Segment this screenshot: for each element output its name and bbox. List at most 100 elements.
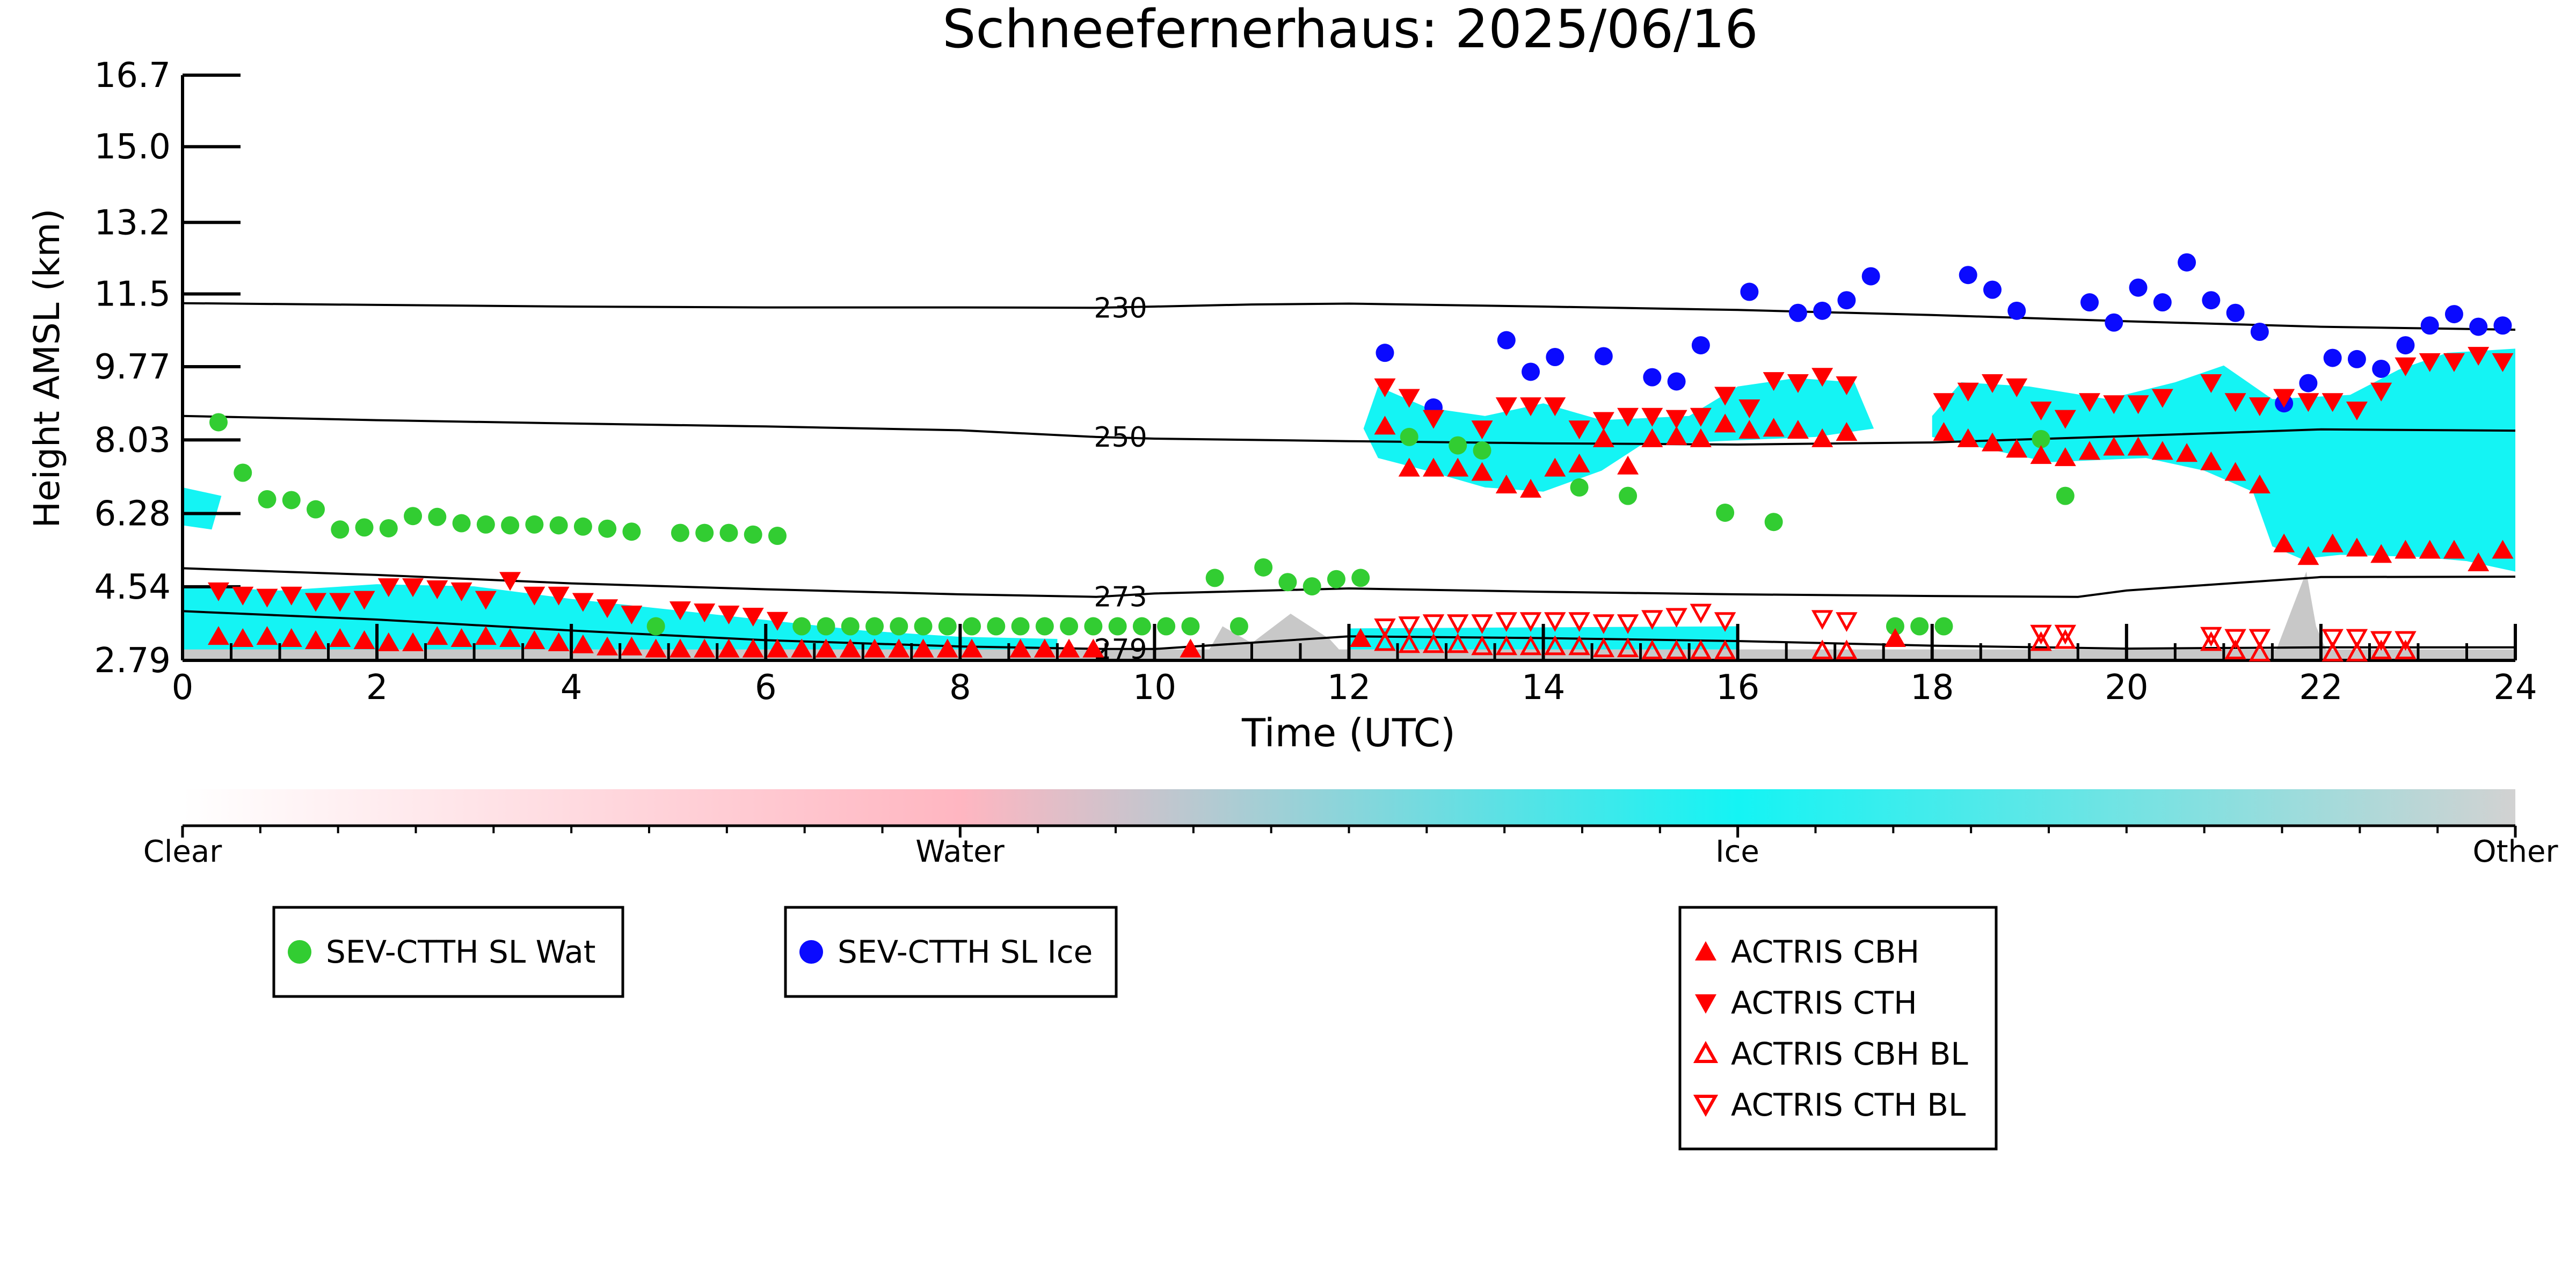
x-tick-label: 0 [172,668,194,708]
data-point [1278,573,1297,592]
legend-actris: ACTRIS CBH ACTRIS CTH ACTRIS CBH BL ACTR… [1678,906,1998,1151]
legend-ice-box [784,906,1118,998]
data-point [766,638,788,658]
colorbar-gradient [183,789,2515,826]
x-tick-label: 18 [1910,668,1954,708]
colorbar-label-ice: Ice [1715,834,1759,869]
data-point [1592,614,1615,634]
data-point [646,617,665,636]
data-point [355,518,374,537]
data-point [1519,612,1542,632]
data-point [1665,608,1687,628]
data-point [2224,462,2246,481]
y-tick-label: 8.03 [94,420,171,460]
data-point [2273,533,2295,552]
legend-water-label: SEV-CTTH SL Wat [326,934,596,970]
data-point [1592,637,1615,658]
data-point [2202,291,2221,310]
data-point [1959,266,1977,285]
data-point [1254,558,1273,577]
data-point [1447,633,1469,653]
cloud-other-spike [2272,571,2331,660]
data-point [1884,628,1906,647]
data-point [2030,401,2052,420]
data-point [718,638,740,658]
legend-actris-cth-label: ACTRIS CTH [1731,985,1917,1021]
data-point [1837,291,1856,310]
data-point [2151,389,2173,408]
y-tick-label: 13.2 [94,203,171,243]
data-point [2493,316,2512,335]
data-point [280,586,302,606]
data-point [2420,316,2439,335]
data-point [2322,642,2344,661]
data-point [1570,478,1589,497]
data-point [2492,540,2514,559]
data-point [1157,617,1176,636]
data-point [1665,410,1687,429]
data-point [2079,441,2101,460]
data-point [2370,544,2392,563]
data-point [1617,455,1639,475]
legend-ice: SEV-CTTH SL Ice [784,906,1118,998]
data-point [2372,359,2391,378]
data-point [1691,336,1710,355]
data-point [1641,407,1663,427]
cloud-ice-wisp [183,487,222,530]
data-point [2030,631,2052,651]
data-point [2006,378,2028,397]
x-tick-label: 24 [2493,668,2537,708]
chart-title: Schneefernerhaus: 2025/06/16 [942,0,1758,60]
x-tick-label: 2 [366,668,388,708]
colorbar: Clear Water Ice Other [143,789,2558,869]
data-point [525,515,544,534]
data-point [1643,368,1662,387]
data-point [791,638,813,658]
data-point [694,638,716,658]
legend-actris-cbh-bl-label: ACTRIS CBH BL [1731,1036,1968,1072]
x-tick-label: 22 [2299,668,2342,708]
data-point [718,606,740,625]
data-point [1813,301,1832,320]
data-point [572,634,594,653]
data-point [1568,612,1590,632]
data-point [1933,393,1955,412]
data-point [2080,293,2099,312]
data-point [1641,639,1663,660]
data-point [2395,357,2417,376]
data-point [305,593,327,612]
data-point [2444,305,2463,324]
contour-label-273: 273 [1094,581,1147,614]
legend-actris-cbh-marker [1695,941,1716,960]
data-point [1519,635,1542,656]
data-point [1084,617,1103,636]
data-point [1422,614,1445,634]
data-point [1471,635,1493,656]
data-point [1011,617,1030,636]
data-point [621,606,643,625]
data-point [476,515,495,534]
legend-actris-box [1678,906,1998,1151]
data-point [1398,457,1420,477]
data-point [1544,457,1566,477]
data-point [2346,401,2368,420]
data-point [2224,629,2246,649]
data-point [2007,301,2026,320]
data-point [1716,503,1735,522]
data-point [963,617,981,636]
data-point [501,516,520,535]
data-point [2395,631,2417,651]
data-point [1594,347,1613,366]
data-point [523,586,545,606]
y-tick-label: 15.0 [94,127,171,167]
data-point [1302,577,1321,596]
data-point [1471,420,1493,440]
y-tick-label: 11.5 [94,274,171,314]
data-point [404,507,423,526]
data-point [1811,368,1833,387]
x-tick-label: 16 [1716,668,1759,708]
x-tick-label: 6 [755,668,777,708]
legend-actris-cth-bl-marker [1693,1095,1719,1117]
data-point [2178,253,2196,272]
data-point [1934,617,1953,636]
